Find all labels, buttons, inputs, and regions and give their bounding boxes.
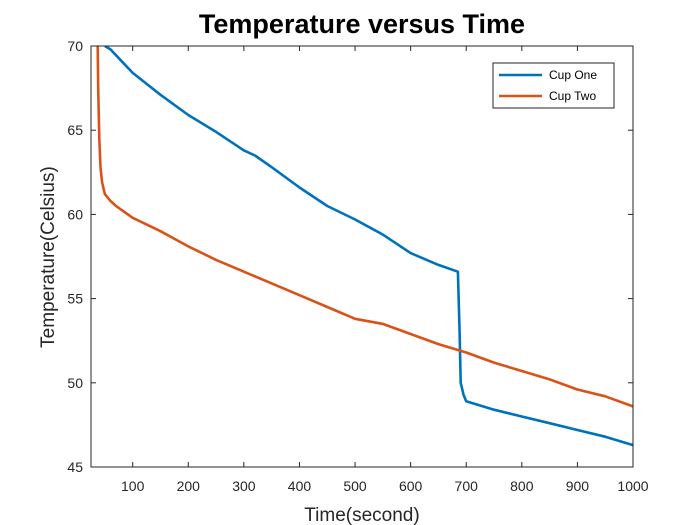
plot-background (91, 46, 633, 467)
series-line-cup-one (104, 46, 633, 447)
x-tick-label: 400 (288, 478, 312, 494)
x-tick-label: 500 (343, 478, 367, 494)
y-tick-label: 55 (67, 291, 83, 307)
y-axis-label: Temperature(Celsius) (38, 166, 59, 348)
y-tick-label: 50 (67, 375, 83, 391)
axes-box (90, 45, 634, 468)
y-tick-label: 65 (67, 122, 83, 138)
x-axis-label: Time(second) (304, 505, 419, 525)
chart-title: Temperature versus Time (199, 9, 525, 39)
plot-area: 100 200 300 400 500 600 700 800 900 1000 45 50 55 60 6… (67, 38, 648, 494)
x-tick-label: 200 (177, 478, 201, 494)
x-tick-label: 800 (510, 478, 534, 494)
y-tick-label: 60 (67, 206, 83, 222)
legend-box (492, 62, 615, 109)
y-tick-label: 45 (67, 459, 83, 475)
x-tick-label: 700 (455, 478, 479, 494)
legend-label: Cup One (549, 68, 597, 82)
y-tick-label: 70 (67, 38, 83, 54)
x-tick-label: 300 (232, 478, 256, 494)
x-tick-label: 1000 (617, 478, 648, 494)
series-line-cup-two (96, 46, 633, 408)
x-tick-label: 600 (399, 478, 423, 494)
x-tick-label: 100 (121, 478, 145, 494)
legend-label: Cup Two (549, 89, 596, 103)
x-tick-label: 900 (566, 478, 590, 494)
